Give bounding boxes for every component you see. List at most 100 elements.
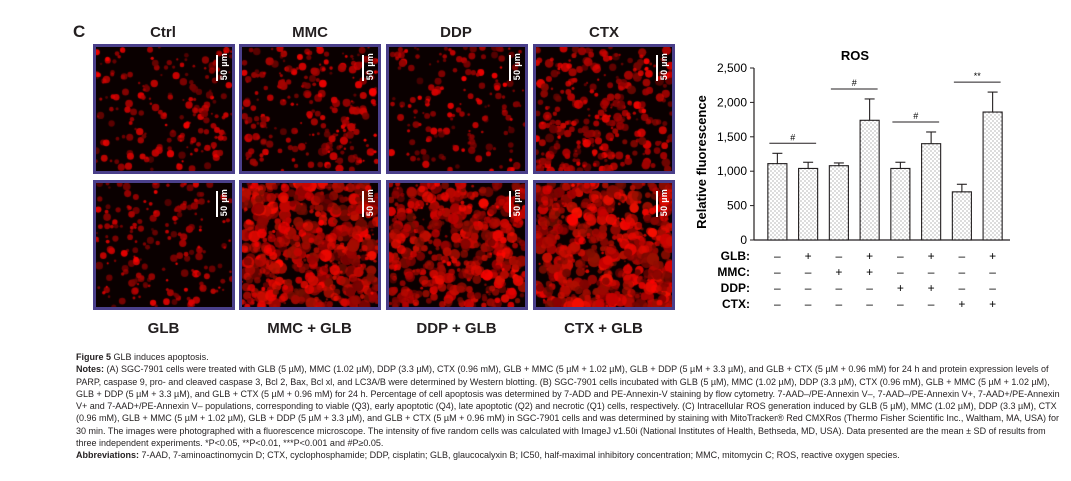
treatment-row-label: DDP:	[721, 281, 750, 295]
chart-title: ROS	[841, 48, 870, 63]
treatment-sign: –	[989, 265, 996, 279]
y-tick-label: 500	[727, 199, 747, 213]
treatment-sign: –	[805, 281, 812, 295]
micrograph-image: 50 µm	[386, 180, 528, 310]
bar	[859, 119, 880, 241]
scale-bar-line	[509, 55, 511, 81]
y-axis-label: Relative fluorescence	[694, 95, 709, 229]
scale-bar-line	[509, 191, 511, 217]
abbr-text: 7-AAD, 7-aminoactinomycin D; CTX, cyclop…	[141, 450, 900, 461]
bar	[828, 165, 849, 241]
scale-bar-label: 50 µm	[659, 53, 669, 81]
scale-bar-label: 50 µm	[219, 189, 229, 217]
scale-bar-line	[656, 55, 658, 81]
fluorescence-image	[389, 183, 525, 307]
treatment-sign: –	[959, 249, 966, 263]
treatment-sign: –	[836, 297, 843, 311]
y-tick-label: 0	[740, 233, 747, 247]
notes-text: (A) SGC-7901 cells were treated with GLB…	[76, 364, 1060, 449]
abbr-label: Abbreviations:	[76, 450, 140, 461]
treatment-sign: –	[805, 265, 812, 279]
fluorescence-image	[242, 183, 378, 307]
bar	[951, 191, 972, 241]
caption-title-line: Figure 5 GLB induces apoptosis.	[76, 351, 1061, 363]
label-mmc-glb: MMC + GLB	[267, 320, 352, 337]
treatment-sign: –	[897, 265, 904, 279]
treatment-sign: +	[866, 249, 873, 263]
y-tick-label: 1,000	[717, 164, 747, 178]
treatment-sign: –	[774, 281, 781, 295]
scale-bar-line	[656, 191, 658, 217]
label-glb: GLB	[147, 320, 180, 337]
y-tick-label: 2,000	[717, 95, 747, 109]
treatment-sign: +	[958, 297, 965, 311]
figure-caption: Figure 5 GLB induces apoptosis. Notes: (…	[76, 351, 1061, 462]
bar	[767, 163, 788, 241]
treatment-row-label: MMC:	[717, 265, 750, 279]
bar	[890, 167, 911, 241]
bar	[798, 167, 819, 241]
caption-abbreviations: Abbreviations: 7-AAD, 7-aminoactinomycin…	[76, 449, 1061, 461]
y-ticks: 0 500 1,000 1,500 2,000 2,500	[717, 61, 754, 247]
scale-bar-label: 50 µm	[659, 189, 669, 217]
treatment-sign: –	[774, 297, 781, 311]
treatment-sign: +	[989, 297, 996, 311]
scale-bar-line	[216, 191, 218, 217]
scale-bar-label: 50 µm	[219, 53, 229, 81]
label-ddp: DDP	[440, 24, 472, 41]
figure-title: GLB induces apoptosis.	[113, 352, 209, 362]
scale-bar-line	[362, 191, 364, 217]
treatment-sign: +	[835, 265, 842, 279]
significance-label: **	[974, 71, 982, 81]
treatment-table: GLB: – + – + – + – + MMC: – – + + – – – – DDP: – – – – + + – – CTX:…	[717, 249, 996, 311]
scale-bar-label: 50 µm	[365, 53, 375, 81]
scale-bar-line	[362, 55, 364, 81]
treatment-sign: –	[959, 281, 966, 295]
treatment-sign: –	[836, 281, 843, 295]
notes-label: Notes:	[76, 364, 105, 375]
label-ctrl: Ctrl	[150, 24, 176, 41]
treatment-sign: –	[866, 281, 873, 295]
treatment-sign: –	[805, 297, 812, 311]
micrograph-image: 50 µm	[93, 180, 235, 310]
treatment-sign: –	[866, 297, 873, 311]
y-tick-label: 2,500	[717, 61, 747, 75]
treatment-sign: +	[928, 281, 935, 295]
scale-bar-label: 50 µm	[512, 53, 522, 81]
treatment-sign: +	[805, 249, 812, 263]
treatment-sign: –	[897, 297, 904, 311]
treatment-sign: –	[897, 249, 904, 263]
micrograph-image: 50 µm	[386, 44, 528, 174]
fluorescence-image	[96, 183, 232, 307]
scale-bar-line	[216, 55, 218, 81]
treatment-sign: +	[928, 249, 935, 263]
scale-bar-label: 50 µm	[365, 189, 375, 217]
y-tick-label: 1,500	[717, 130, 747, 144]
panel-letter: C	[73, 22, 86, 41]
scale-bar-label: 50 µm	[512, 189, 522, 217]
treatment-sign: –	[774, 265, 781, 279]
micrograph-image: 50 µm	[93, 44, 235, 174]
significance-label: #	[790, 132, 795, 142]
bar	[921, 143, 942, 241]
significance-label: #	[852, 78, 857, 88]
significance-marks: # # # **	[769, 71, 1001, 144]
bar	[982, 111, 1003, 241]
micrograph-image: 50 µm	[533, 44, 675, 174]
fluorescence-image	[242, 47, 378, 171]
fluorescence-image	[96, 47, 232, 171]
treatment-sign: –	[836, 249, 843, 263]
micrograph-image: 50 µm	[533, 180, 675, 310]
micrograph-image: 50 µm	[239, 44, 381, 174]
treatment-sign: –	[928, 297, 935, 311]
treatment-row-label: CTX:	[722, 297, 750, 311]
treatment-sign: +	[897, 281, 904, 295]
label-ddp-glb: DDP + GLB	[416, 320, 497, 337]
significance-label: #	[913, 111, 918, 121]
bars	[767, 91, 1003, 241]
treatment-row-label: GLB:	[721, 249, 750, 263]
label-ctx: CTX	[589, 24, 619, 41]
figure-label: Figure 5	[76, 352, 112, 362]
treatment-sign: –	[959, 265, 966, 279]
treatment-sign: +	[989, 249, 996, 263]
